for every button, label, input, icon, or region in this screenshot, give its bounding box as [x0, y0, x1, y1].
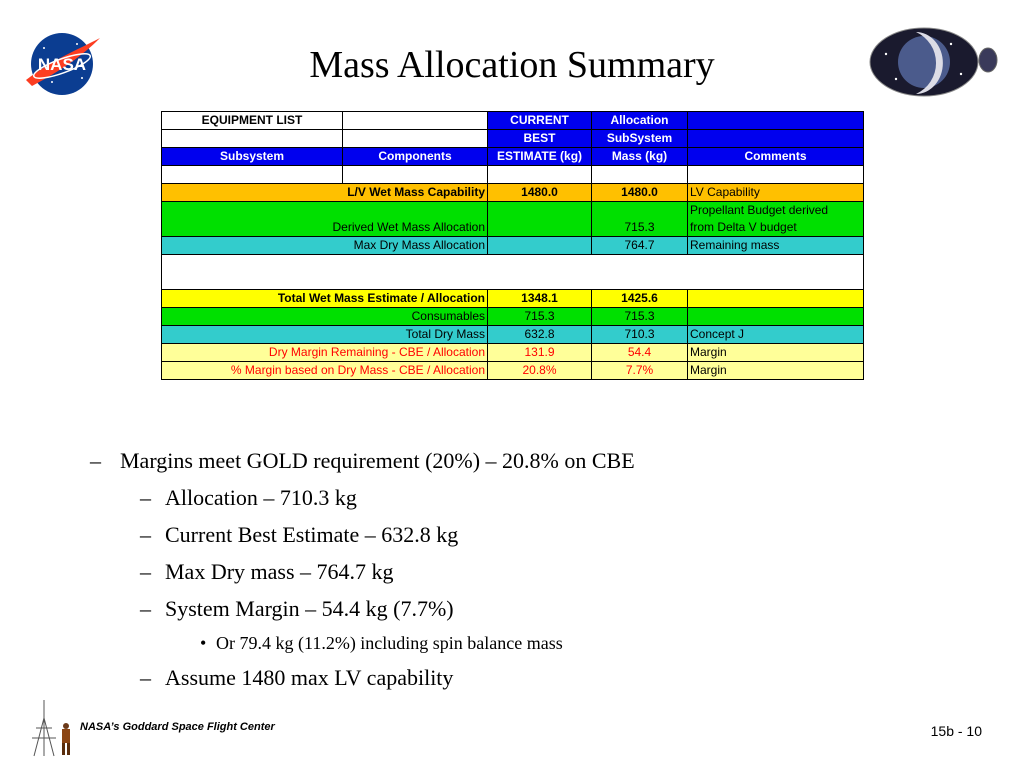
bullet-text: Margins meet GOLD requirement (20%) – 20…: [120, 448, 635, 473]
comment: LV Capability: [687, 183, 864, 202]
comment: Concept J: [687, 325, 864, 344]
header-cell: Subsystem: [161, 147, 343, 166]
comment: Remaining mass: [687, 236, 864, 255]
bullet-level-2: – Current Best Estimate – 632.8 kg: [140, 522, 458, 548]
nasa-logo-icon: NASA: [26, 33, 100, 95]
row-label: Dry Margin Remaining - CBE / Allocation: [161, 343, 488, 362]
dash-bullet: –: [140, 522, 151, 547]
bullet-level-2: – Assume 1480 max LV capability: [140, 665, 453, 691]
header-cell: CURRENT: [487, 111, 592, 130]
allocation-value: 54.4: [591, 343, 688, 362]
header-row-2: BEST SubSystem: [161, 129, 864, 148]
goddard-rocket-icon: [32, 700, 70, 757]
bullet-text: Current Best Estimate – 632.8 kg: [165, 522, 459, 547]
table-row-lv-capability: L/V Wet Mass Capability 1480.0 1480.0 LV…: [161, 183, 864, 202]
cbe-value: 632.8: [487, 325, 592, 344]
comment-line: from Delta V budget: [690, 220, 797, 234]
comment: Margin: [687, 361, 864, 380]
header-cell: EQUIPMENT LIST: [161, 111, 343, 130]
cbe-value: [487, 201, 592, 237]
table-row-consumables: Consumables 715.3 715.3: [161, 307, 864, 326]
table-row-derived-wet-mass: Derived Wet Mass Allocation 715.3 Propel…: [161, 201, 864, 237]
cbe-value: [487, 236, 592, 255]
row-label: Total Wet Mass Estimate / Allocation: [161, 289, 488, 308]
header-cell: Allocation: [591, 111, 688, 130]
mass-allocation-table: EQUIPMENT LIST CURRENT Allocation BEST S…: [161, 111, 864, 380]
allocation-value: 764.7: [591, 236, 688, 255]
comment-line: Propellant Budget derived: [690, 203, 829, 217]
spacer-row: [161, 165, 864, 184]
allocation-value: 7.7%: [591, 361, 688, 380]
cbe-value: 20.8%: [487, 361, 592, 380]
allocation-value: 710.3: [591, 325, 688, 344]
bullet-level-2: – System Margin – 54.4 kg (7.7%): [140, 596, 454, 622]
cbe-value: 715.3: [487, 307, 592, 326]
header-cell: Comments: [687, 147, 864, 166]
page-title: Mass Allocation Summary: [309, 44, 715, 86]
dash-bullet: –: [140, 485, 151, 510]
header-cell: [342, 129, 488, 148]
header-cell: [161, 129, 343, 148]
row-label: L/V Wet Mass Capability: [161, 183, 488, 202]
bullet-level-1: – Margins meet GOLD requirement (20%) – 2…: [90, 448, 635, 474]
header-row-3: Subsystem Components ESTIMATE (kg) Mass …: [161, 147, 864, 166]
dash-bullet: –: [140, 665, 151, 690]
header-row-1: EQUIPMENT LIST CURRENT Allocation: [161, 111, 864, 130]
table-row-total-wet-mass: Total Wet Mass Estimate / Allocation 134…: [161, 289, 864, 308]
comment: Margin: [687, 343, 864, 362]
table-row-total-dry-mass: Total Dry Mass 632.8 710.3 Concept J: [161, 325, 864, 344]
comment: Propellant Budget derived from Delta V b…: [687, 201, 864, 237]
row-label: Derived Wet Mass Allocation: [161, 201, 488, 237]
header-cell: Components: [342, 147, 488, 166]
allocation-value: 715.3: [591, 307, 688, 326]
comment: [687, 289, 864, 308]
dash-bullet: –: [140, 596, 151, 621]
dash-bullet: –: [90, 448, 101, 473]
row-label: Consumables: [161, 307, 488, 326]
bullet-level-2: – Max Dry mass – 764.7 kg: [140, 559, 394, 585]
bullet-text: Allocation – 710.3 kg: [165, 485, 357, 510]
header-cell: SubSystem: [591, 129, 688, 148]
allocation-value: 1425.6: [591, 289, 688, 308]
row-label: Max Dry Mass Allocation: [161, 236, 488, 255]
dash-bullet: –: [140, 559, 151, 584]
table-row-pct-margin: % Margin based on Dry Mass - CBE / Alloc…: [161, 361, 864, 380]
header-cell: BEST: [487, 129, 592, 148]
header-cell: [687, 111, 864, 130]
header-cell: ESTIMATE (kg): [487, 147, 592, 166]
header-cell: [342, 111, 488, 130]
cbe-value: 1480.0: [487, 183, 592, 202]
row-label: % Margin based on Dry Mass - CBE / Alloc…: [161, 361, 488, 380]
table-row-dry-margin: Dry Margin Remaining - CBE / Allocation …: [161, 343, 864, 362]
bullet-text: Max Dry mass – 764.7 kg: [165, 559, 394, 584]
bullet-text: Assume 1480 max LV capability: [165, 665, 454, 690]
header-cell: Mass (kg): [591, 147, 688, 166]
svg-text:NASA: NASA: [38, 55, 86, 74]
bullet-level-2: – Allocation – 710.3 kg: [140, 485, 357, 511]
bullet-text: System Margin – 54.4 kg (7.7%): [165, 596, 454, 621]
dot-bullet: •: [200, 633, 207, 653]
comment: [687, 307, 864, 326]
row-label: Total Dry Mass: [161, 325, 488, 344]
table-row-max-dry-mass: Max Dry Mass Allocation 764.7 Remaining …: [161, 236, 864, 255]
gold-mission-logo-icon: [869, 27, 998, 97]
allocation-value: 1480.0: [591, 183, 688, 202]
page-number: 15b - 10: [930, 723, 982, 739]
spacer-row: [161, 254, 864, 290]
cbe-value: 1348.1: [487, 289, 592, 308]
cbe-value: 131.9: [487, 343, 592, 362]
bullet-level-3: • Or 79.4 kg (11.2%) including spin balan…: [200, 633, 563, 654]
bullet-text: Or 79.4 kg (11.2%) including spin balanc…: [216, 633, 563, 653]
allocation-value: 715.3: [591, 201, 688, 237]
footer-org-name: NASA’s Goddard Space Flight Center: [80, 721, 275, 733]
header-cell: [687, 129, 864, 148]
